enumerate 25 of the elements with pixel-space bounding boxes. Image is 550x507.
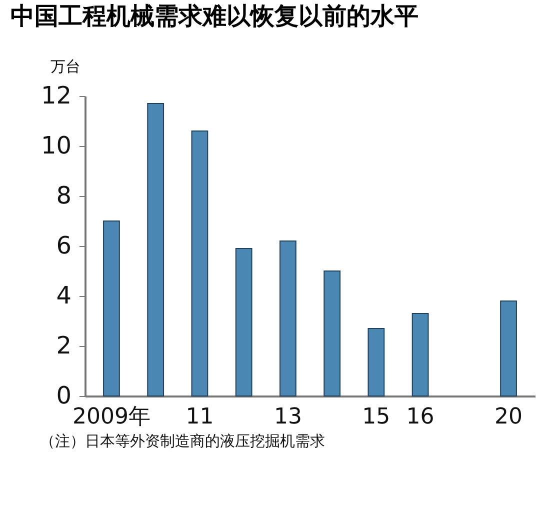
text: （注）日本等外资制造商的液压挖掘机需求 bbox=[40, 432, 326, 451]
bar bbox=[412, 313, 429, 396]
bar bbox=[500, 300, 517, 396]
y-tick-label: 6 bbox=[56, 232, 72, 260]
y-tick-label: 4 bbox=[56, 282, 72, 310]
y-tick-label: 2 bbox=[56, 332, 72, 360]
bar bbox=[103, 220, 120, 396]
x-tick-label: 20 bbox=[494, 404, 523, 430]
bar bbox=[191, 130, 208, 396]
x-tick-label: 2009年 bbox=[72, 404, 150, 430]
chart-title: 中国工程机械需求难以恢复以前的水平 bbox=[10, 2, 418, 30]
bar bbox=[280, 240, 296, 396]
x-tick-label: 13 bbox=[274, 404, 302, 430]
x-tick-label: 15 bbox=[362, 404, 390, 430]
x-tick-label: 16 bbox=[406, 404, 434, 430]
bar bbox=[324, 270, 340, 396]
y-axis-title: 万台 bbox=[50, 58, 80, 76]
x-tick-label: 11 bbox=[186, 404, 214, 430]
y-tick-label: 8 bbox=[56, 182, 72, 210]
bar bbox=[235, 248, 252, 396]
y-tick-label: 10 bbox=[40, 132, 72, 160]
bar bbox=[368, 328, 385, 396]
y-tick-label: 0 bbox=[56, 382, 72, 410]
y-tick-label: 12 bbox=[40, 82, 72, 110]
bar bbox=[147, 103, 164, 396]
